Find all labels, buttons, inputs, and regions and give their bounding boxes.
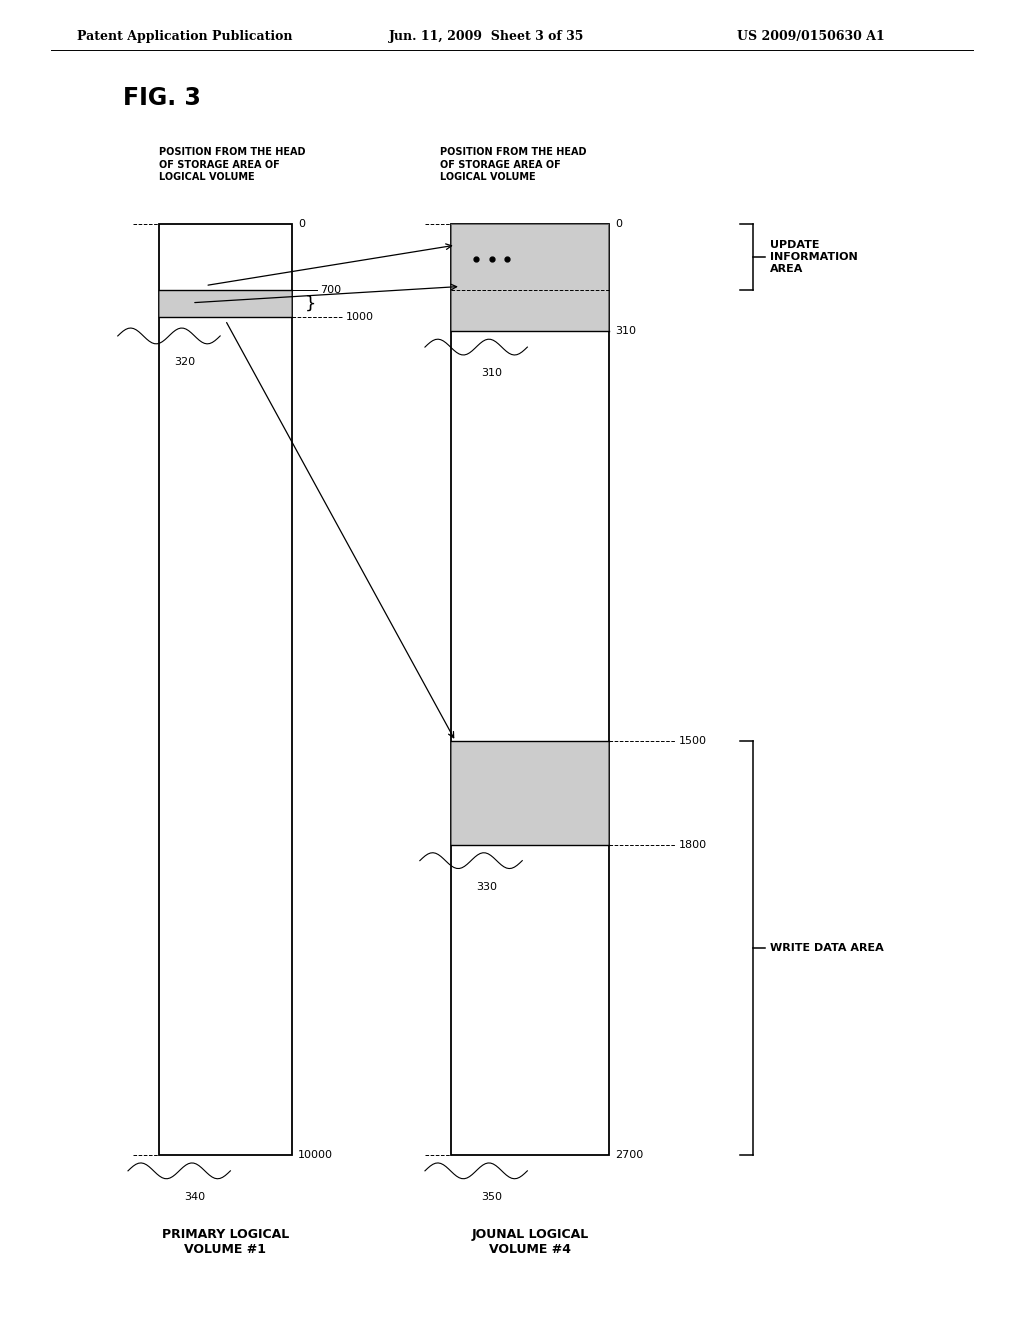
Text: 1000: 1000 (346, 313, 374, 322)
Text: Patent Application Publication: Patent Application Publication (77, 30, 292, 44)
Text: 10000: 10000 (298, 1150, 333, 1160)
Text: PRIMARY LOGICAL
VOLUME #1: PRIMARY LOGICAL VOLUME #1 (162, 1228, 289, 1255)
Text: 340: 340 (184, 1192, 206, 1203)
Bar (451, 742, 609, 845)
Text: UPDATE
INFORMATION
AREA: UPDATE INFORMATION AREA (770, 240, 858, 273)
Text: 1800: 1800 (679, 840, 707, 850)
Bar (159, 224, 292, 1155)
Text: POSITION FROM THE HEAD
OF STORAGE AREA OF
LOGICAL VOLUME: POSITION FROM THE HEAD OF STORAGE AREA O… (159, 148, 305, 182)
Text: 350: 350 (481, 1192, 503, 1203)
Text: 2700: 2700 (615, 1150, 644, 1160)
Text: 310: 310 (615, 326, 637, 337)
Text: WRITE DATA AREA: WRITE DATA AREA (770, 944, 884, 953)
Text: POSITION FROM THE HEAD
OF STORAGE AREA OF
LOGICAL VOLUME: POSITION FROM THE HEAD OF STORAGE AREA O… (440, 148, 587, 182)
Text: 320: 320 (174, 358, 196, 367)
Text: FIG. 3: FIG. 3 (123, 86, 201, 110)
Text: 330: 330 (476, 882, 498, 892)
Text: 1500: 1500 (679, 737, 707, 746)
Text: JOUNAL LOGICAL
VOLUME #4: JOUNAL LOGICAL VOLUME #4 (471, 1228, 589, 1255)
Bar (451, 224, 609, 331)
Bar (451, 224, 609, 1155)
Text: US 2009/0150630 A1: US 2009/0150630 A1 (737, 30, 885, 44)
Text: }: } (305, 294, 316, 313)
Text: 700: 700 (321, 285, 342, 294)
Text: 0: 0 (615, 219, 623, 230)
Text: 310: 310 (481, 368, 503, 379)
Bar (159, 289, 292, 318)
Text: 0: 0 (298, 219, 305, 230)
Text: Jun. 11, 2009  Sheet 3 of 35: Jun. 11, 2009 Sheet 3 of 35 (389, 30, 585, 44)
